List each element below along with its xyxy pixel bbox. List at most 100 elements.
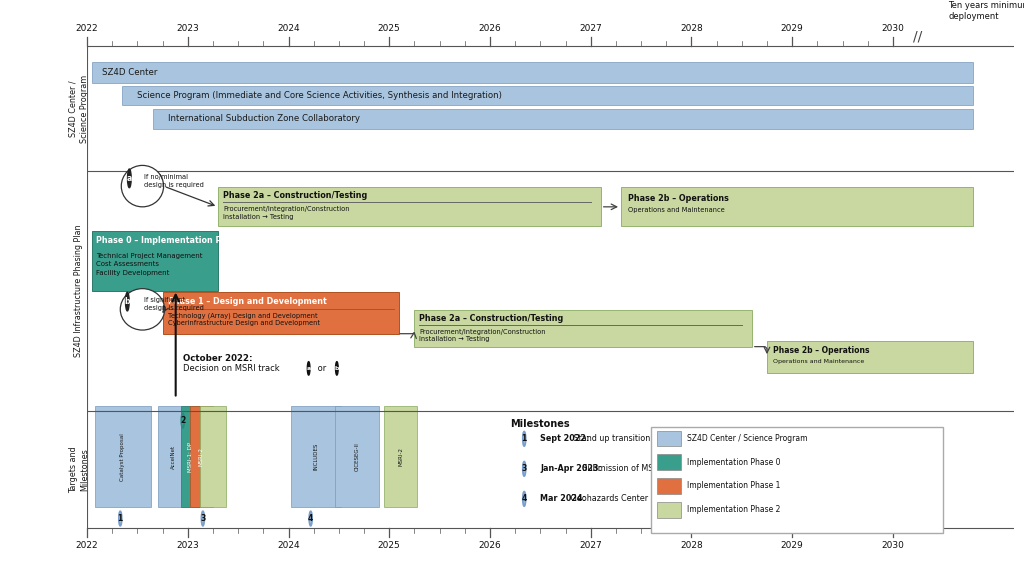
Text: Operations and Maintenance: Operations and Maintenance [773, 358, 864, 364]
Text: Implementation Phase 0: Implementation Phase 0 [687, 457, 781, 467]
Text: SZ4D Center / Science Program: SZ4D Center / Science Program [687, 434, 808, 443]
Bar [153, 109, 974, 129]
Text: design is required: design is required [144, 305, 205, 311]
Text: 2023: 2023 [176, 24, 199, 33]
Text: Procurement/Integration/Construction: Procurement/Integration/Construction [223, 206, 349, 212]
Text: Phase 2b – Operations: Phase 2b – Operations [628, 194, 729, 203]
Bar [158, 406, 189, 507]
Bar [767, 341, 974, 373]
Circle shape [523, 492, 525, 506]
Bar [180, 406, 200, 507]
Text: Science Program (Immediate and Core Science Activities, Synthesis and Integratio: Science Program (Immediate and Core Scie… [137, 91, 503, 100]
Text: Installation → Testing: Installation → Testing [223, 214, 294, 220]
Bar [621, 187, 974, 226]
Text: MSRI-1: DP: MSRI-1: DP [187, 442, 193, 472]
Circle shape [119, 512, 122, 526]
Text: 1: 1 [521, 434, 526, 443]
Text: AccelNet: AccelNet [171, 444, 176, 469]
Text: Implementation Phase 2: Implementation Phase 2 [687, 505, 780, 514]
Text: a: a [306, 366, 310, 371]
Text: Technical Project Management: Technical Project Management [96, 253, 203, 259]
Text: 2024: 2024 [278, 541, 300, 550]
Text: 2030: 2030 [882, 541, 904, 550]
Bar [122, 86, 974, 105]
Text: SZ4D Center: SZ4D Center [102, 68, 158, 77]
Text: SZ4D Center /
Science Program: SZ4D Center / Science Program [69, 75, 89, 143]
Bar [657, 502, 681, 518]
Text: MSRI-2: MSRI-2 [199, 447, 204, 466]
Text: Phase 0 – Implementation Planning: Phase 0 – Implementation Planning [96, 236, 255, 245]
Text: Cost Assessments: Cost Assessments [96, 261, 159, 267]
Text: 4: 4 [521, 494, 526, 504]
Text: Procurement/Integration/Construction: Procurement/Integration/Construction [420, 329, 546, 335]
Text: Jan-Apr 2023:: Jan-Apr 2023: [541, 464, 602, 473]
Bar [651, 427, 943, 533]
Bar [291, 406, 341, 507]
Text: 3: 3 [201, 514, 206, 523]
Text: Phase 1 – Design and Development: Phase 1 – Design and Development [168, 297, 327, 306]
Text: 2024: 2024 [278, 24, 300, 33]
Bar [384, 406, 418, 507]
Text: Decision on MSRI track: Decision on MSRI track [182, 364, 280, 373]
Bar [92, 62, 974, 83]
Text: Stand up transition Committees: Stand up transition Committees [570, 434, 701, 443]
Text: 2023: 2023 [176, 541, 199, 550]
Text: 2026: 2026 [478, 541, 502, 550]
Bar [657, 431, 681, 446]
Text: b: b [125, 297, 130, 306]
Text: Targets and
Milestones: Targets and Milestones [69, 446, 89, 493]
Text: Implementation Phase 1: Implementation Phase 1 [687, 481, 780, 490]
Bar [657, 454, 681, 470]
Text: Geohazards Center Submission: Geohazards Center Submission [567, 494, 696, 504]
Ellipse shape [121, 166, 164, 207]
Bar [189, 406, 213, 507]
Bar [95, 406, 151, 507]
Bar [163, 292, 399, 333]
Text: 2029: 2029 [780, 541, 804, 550]
Text: 2028: 2028 [680, 541, 702, 550]
Text: Cyberinfrastructure Design and Development: Cyberinfrastructure Design and Developme… [168, 320, 319, 327]
Text: Technology (Array) Design and Development: Technology (Array) Design and Developmen… [168, 313, 317, 319]
Text: 2027: 2027 [580, 541, 602, 550]
Text: 2028: 2028 [680, 24, 702, 33]
Text: 2025: 2025 [378, 24, 400, 33]
Text: Phase 2a – Construction/Testing: Phase 2a – Construction/Testing [420, 314, 563, 323]
Text: Phase 2b – Operations: Phase 2b – Operations [773, 347, 869, 355]
Text: Ten years minimum
deployment: Ten years minimum deployment [948, 1, 1024, 22]
Ellipse shape [120, 288, 165, 330]
Text: 3: 3 [521, 464, 526, 473]
Bar [335, 406, 379, 507]
Text: design is required: design is required [144, 182, 205, 188]
Text: or: or [314, 364, 326, 373]
Text: Mar 2024:: Mar 2024: [541, 494, 586, 504]
Text: //: // [913, 29, 923, 43]
Text: b: b [335, 366, 339, 371]
Bar [200, 406, 226, 507]
Text: 2026: 2026 [478, 24, 502, 33]
Text: CICESEG-II: CICESEG-II [354, 442, 359, 471]
Text: 2: 2 [180, 416, 185, 425]
Text: October 2022:: October 2022: [182, 353, 252, 362]
Text: INCLUDES: INCLUDES [313, 443, 318, 471]
Circle shape [128, 169, 131, 188]
Circle shape [181, 414, 184, 428]
Text: If significant: If significant [144, 297, 185, 303]
Text: International Subduction Zone Collaboratory: International Subduction Zone Collaborat… [168, 114, 359, 123]
Circle shape [336, 362, 338, 375]
Text: 4: 4 [308, 514, 313, 523]
Bar [657, 478, 681, 494]
Text: If no/minimal: If no/minimal [144, 174, 188, 180]
Text: Submission of MSRI: Submission of MSRI [580, 464, 660, 473]
Bar [218, 187, 601, 226]
Text: 2030: 2030 [882, 24, 904, 33]
Circle shape [307, 362, 310, 375]
Circle shape [126, 292, 129, 311]
Circle shape [523, 461, 525, 476]
Text: 2029: 2029 [780, 24, 804, 33]
Text: Phase 2a – Construction/Testing: Phase 2a – Construction/Testing [223, 191, 368, 200]
Text: MSRI-2: MSRI-2 [398, 447, 403, 466]
Bar [415, 311, 752, 347]
Text: 1: 1 [118, 514, 123, 523]
Text: Installation → Testing: Installation → Testing [420, 336, 489, 342]
Circle shape [523, 431, 525, 446]
